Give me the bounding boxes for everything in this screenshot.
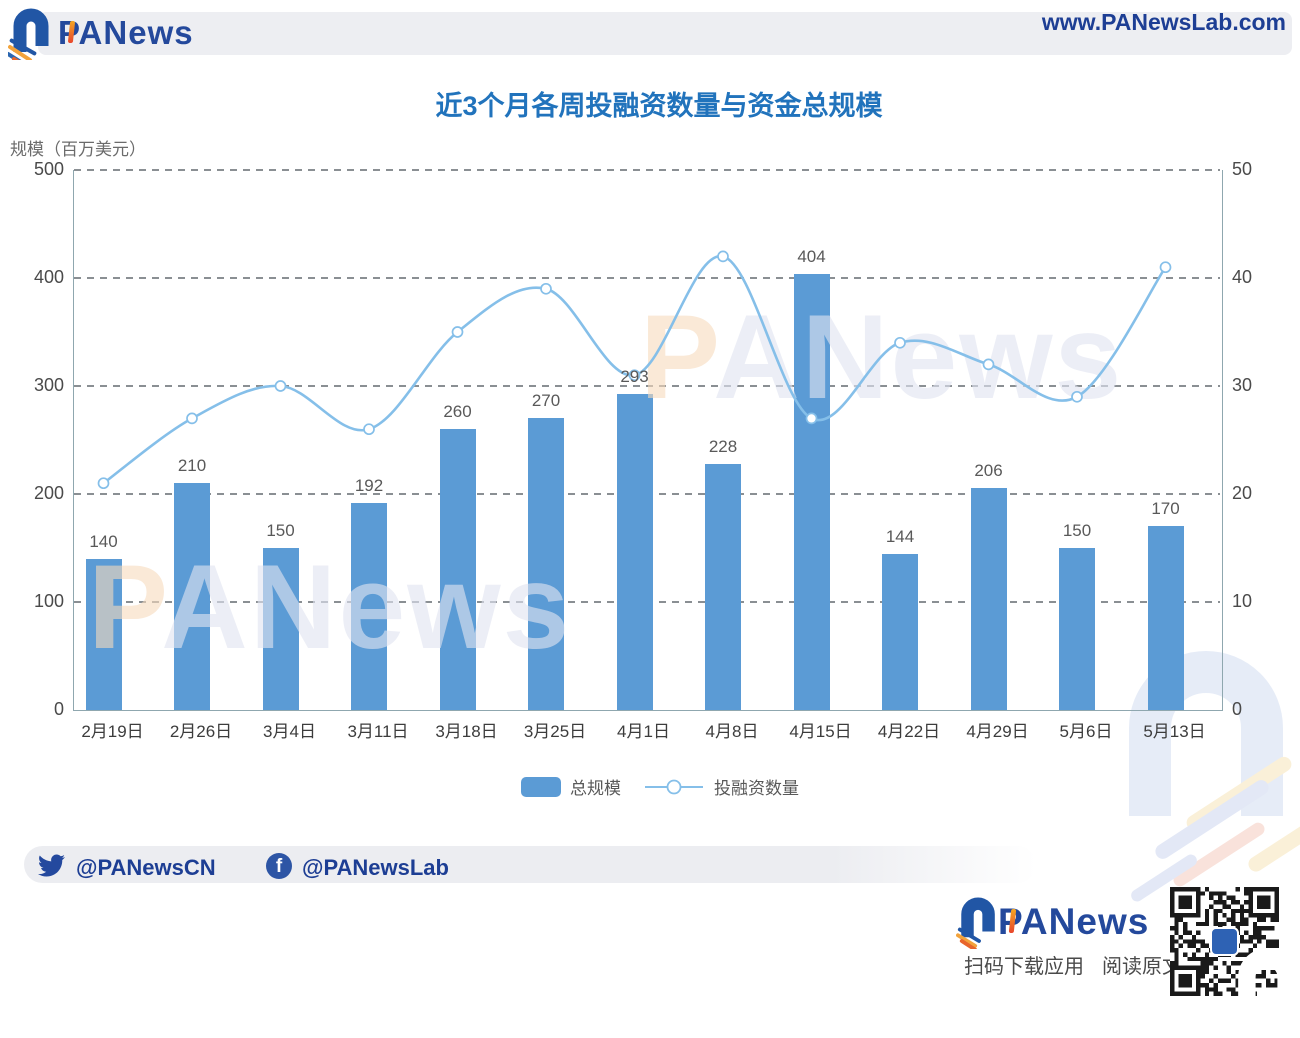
bar <box>85 558 122 710</box>
twitter-icon <box>38 854 65 877</box>
gridline <box>74 277 1220 279</box>
bar-value-label: 404 <box>797 246 826 266</box>
y-axis-tick-right: 40 <box>1232 267 1253 287</box>
facebook-handle[interactable]: @PANewsLab <box>302 855 449 880</box>
site-url[interactable]: www.PANewsLab.com <box>1041 9 1286 35</box>
bar <box>882 554 918 710</box>
qr-center-app-icon <box>1210 927 1295 1033</box>
facebook-icon: f <box>266 853 292 879</box>
bar <box>705 463 741 710</box>
x-axis-label: 3月25日 <box>523 722 587 741</box>
footer-tagline: 扫码下载应用 阅读原文 <box>964 950 1182 979</box>
tagline-read: 阅读原文 <box>1102 956 1182 978</box>
y-axis-tick-right: 10 <box>1232 591 1253 611</box>
twitter-handle[interactable]: @PANewsCN <box>76 855 216 880</box>
x-axis-label: 4月8日 <box>705 722 759 741</box>
bar <box>970 487 1007 710</box>
legend-item-line: 投融资数量 <box>643 774 799 799</box>
y-axis-tick-left: 0 <box>53 699 64 719</box>
panews-logo: PANews <box>8 2 248 60</box>
bar <box>616 393 653 710</box>
y-axis-tick-left: 300 <box>33 375 64 395</box>
x-axis-label: 3月4日 <box>263 722 316 741</box>
bar-swatch <box>521 776 561 797</box>
bar <box>793 273 830 710</box>
qr-code[interactable] <box>1170 887 1295 1033</box>
y-axis-tick-right: 30 <box>1232 375 1253 395</box>
corner-stripe-pink <box>1171 820 1267 889</box>
plot-frame <box>73 170 1223 711</box>
bar <box>439 429 476 710</box>
brand-text: PANews <box>58 14 194 51</box>
x-axis-label: 5月13日 <box>1143 722 1206 741</box>
bar-value-label: 150 <box>1062 521 1092 540</box>
bar-value-label: 270 <box>531 391 561 411</box>
y-axis-tick-right: 50 <box>1232 159 1253 179</box>
chart-legend: 总规模 投融资数量 <box>10 774 1300 799</box>
bar-value-label: 170 <box>1151 499 1180 519</box>
bar-value-label: 228 <box>708 436 738 456</box>
footer-brand-text: PANews <box>998 901 1150 942</box>
line-marker-symbol <box>645 779 703 794</box>
bar <box>1059 548 1095 710</box>
x-axis-label: 2月19日 <box>81 722 144 741</box>
bar-value-label: 150 <box>266 521 295 540</box>
y-axis-tick-left: 500 <box>33 159 64 179</box>
y-axis-tick-left: 100 <box>33 591 64 611</box>
legend-item-bar: 总规模 <box>521 774 621 799</box>
corner-stripe-cream-2 <box>1245 796 1300 875</box>
legend-label-bar: 总规模 <box>570 779 621 798</box>
y-axis-tick-left: 200 <box>33 483 64 503</box>
y-axis-tick-right: 20 <box>1232 483 1253 503</box>
chart-title: 近3个月各周投融资数量与资金总规模 <box>435 91 883 121</box>
footer-social-bar <box>24 846 1036 883</box>
bar <box>351 502 387 710</box>
y-axis-tick-left: 400 <box>33 267 64 287</box>
bar-value-label: 293 <box>620 366 649 386</box>
header-bar <box>38 12 1292 55</box>
bar-value-label: 260 <box>443 402 472 422</box>
x-axis-label: 2月26日 <box>169 722 233 741</box>
tagline-scan: 扫码下载应用 <box>964 956 1084 978</box>
x-axis-label: 4月15日 <box>789 722 852 741</box>
bar <box>262 548 299 710</box>
left-axis-caption: 规模（百万美元） <box>10 140 146 159</box>
bar-value-label: 206 <box>974 460 1003 480</box>
bar <box>174 483 210 710</box>
panews-n-icon <box>8 8 49 60</box>
bar-value-label: 192 <box>354 475 384 495</box>
bar <box>1147 526 1184 710</box>
x-axis-label: 3月18日 <box>435 722 498 741</box>
gridline <box>74 169 1220 171</box>
x-axis-label: 3月11日 <box>347 722 409 741</box>
bar-value-label: 144 <box>885 527 915 547</box>
footer-panews-n-icon <box>956 897 995 949</box>
legend-label-line: 投融资数量 <box>714 779 799 798</box>
x-axis-label: 5月6日 <box>1059 722 1113 741</box>
bar <box>528 418 564 710</box>
x-axis-label: 4月22日 <box>877 722 941 741</box>
x-axis-label: 4月29日 <box>966 722 1029 741</box>
bar-value-label: 210 <box>177 456 207 476</box>
y-axis-tick-right: 0 <box>1232 699 1243 719</box>
x-axis-label: 4月1日 <box>617 722 670 741</box>
bar-value-label: 140 <box>89 531 118 551</box>
